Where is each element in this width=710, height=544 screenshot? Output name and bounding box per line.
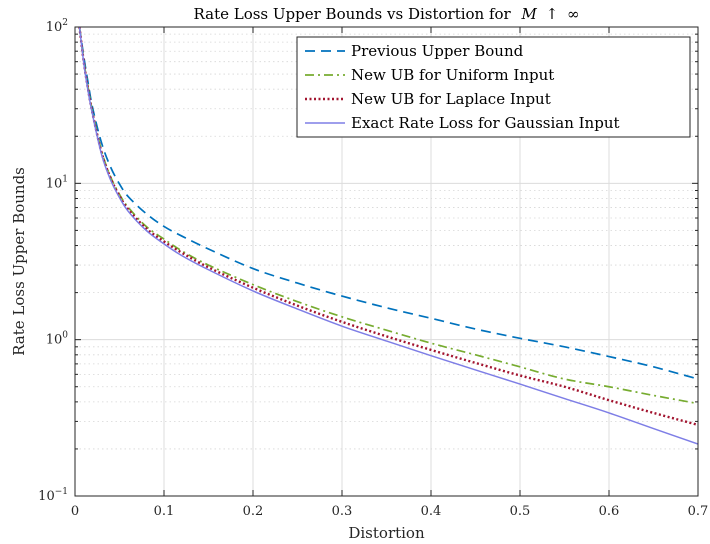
x-axis-title: Distortion xyxy=(348,524,425,542)
chart-title-var: M xyxy=(521,5,538,23)
x-tick-label: 0.1 xyxy=(154,504,175,519)
chart-title-text: Rate Loss Upper Bounds vs Distortion for xyxy=(193,5,511,23)
axis-ticks xyxy=(74,26,699,497)
y-tick-label: 101 xyxy=(46,174,68,191)
legend-label-3: New UB for Laplace Input xyxy=(351,90,551,108)
x-tick-label: 0.7 xyxy=(688,504,709,519)
series-lines xyxy=(78,27,698,445)
legend-label-1: Previous Upper Bound xyxy=(351,42,524,60)
y-tick-label: 10−1 xyxy=(38,487,68,504)
series-line-1 xyxy=(78,27,698,380)
legend-label-2: New UB for Uniform Input xyxy=(351,66,554,84)
chart-title-arrow: ↑ xyxy=(546,5,559,23)
chart-title-inf: ∞ xyxy=(567,5,580,23)
y-axis-title: Rate Loss Upper Bounds xyxy=(10,167,28,356)
plot-frame xyxy=(74,26,699,497)
tick-labels: 0 0.1 0.2 0.3 0.4 0.5 0.6 0.7 10−1 100 101 102 xyxy=(38,18,708,519)
legend-box xyxy=(296,36,691,138)
x-tick-label: 0.6 xyxy=(599,504,620,519)
x-tick-label: 0.3 xyxy=(332,504,353,519)
x-tick-label: 0 xyxy=(71,504,79,519)
y-tick-label: 100 xyxy=(46,331,69,348)
x-tick-label: 0.5 xyxy=(510,504,531,519)
series-line-4 xyxy=(78,27,698,445)
y-tick-label: 102 xyxy=(46,18,68,35)
legend-label-4: Exact Rate Loss for Gaussian Input xyxy=(351,114,620,132)
chart-title: Rate Loss Upper Bounds vs Distortion for… xyxy=(193,5,579,23)
legend: Previous Upper Bound New UB for Uniform I… xyxy=(296,36,691,138)
x-tick-label: 0.4 xyxy=(421,504,442,519)
x-tick-label: 0.2 xyxy=(243,504,264,519)
